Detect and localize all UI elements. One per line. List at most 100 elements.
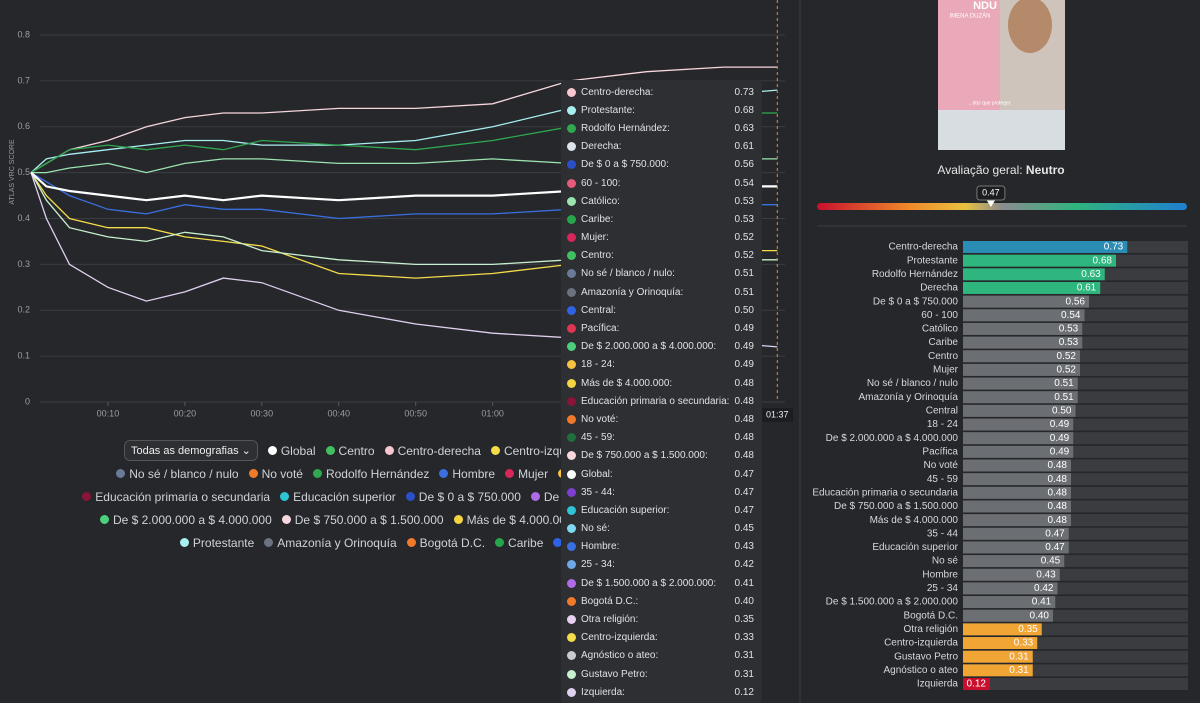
tooltip-value: 0.41	[734, 577, 754, 589]
legend-swatch	[280, 492, 290, 501]
legend-item[interactable]: No voté	[248, 467, 303, 481]
bar-value-label: 0.51	[1054, 378, 1074, 389]
legend-item[interactable]: Amazonía y Orinoquía	[264, 536, 397, 550]
tooltip-label: Otra religión:	[581, 614, 639, 626]
bar-value-label: 0.73	[1104, 242, 1124, 253]
legend-item[interactable]: De $ 2.000.000 a $ 4.000.000	[99, 513, 272, 527]
tooltip-row: Educación superior: 0.47	[561, 501, 762, 519]
legend-item[interactable]: De $ 750.000 a $ 1.500.000	[281, 512, 444, 527]
cursor-label: 01:37	[766, 409, 789, 419]
bar-category-label: Caribe	[929, 337, 959, 348]
bar	[963, 295, 1089, 308]
tooltip-value: 0.47	[734, 468, 754, 480]
legend-item[interactable]: Mujer	[505, 467, 548, 481]
bar	[963, 309, 1085, 322]
tooltip-label: Izquierda:	[581, 686, 625, 698]
tooltip-row: Central: 0.50	[561, 301, 762, 319]
gauge-bar	[817, 203, 1187, 210]
legend-item[interactable]: Global	[267, 444, 316, 458]
legend-swatch	[267, 446, 277, 455]
bar-value-label: 0.51	[1054, 392, 1074, 403]
bar-category-label: Central	[926, 406, 958, 417]
gauge-value-box	[976, 185, 1006, 201]
legend-item[interactable]: Centro	[325, 444, 375, 458]
bar-category-label: Bogotá D.C.	[904, 610, 958, 621]
tooltip-value: 0.51	[734, 286, 754, 298]
tooltip-row: De $ 750.000 a $ 1.500.000: 0.48	[561, 447, 762, 465]
tooltip-value: 0.68	[734, 104, 754, 116]
y-tick-label: 0.1	[17, 351, 30, 361]
tooltip-swatch	[567, 378, 576, 388]
bar	[963, 527, 1069, 540]
tooltip-value: 0.33	[734, 632, 754, 644]
legend-label: Caribe	[508, 535, 544, 550]
legend-item[interactable]: Protestante	[179, 536, 254, 550]
tooltip-value: 0.49	[734, 323, 754, 335]
tooltip-label: Centro-derecha:	[581, 86, 654, 98]
bar-value-label: 0.53	[1059, 337, 1079, 348]
legend-item[interactable]: Rodolfo Hernández	[312, 467, 429, 481]
legend-item[interactable]: Bogotá D.C.	[406, 536, 485, 550]
bar-category-label: No sé	[932, 556, 959, 567]
legend-item[interactable]: Centro-derecha	[384, 444, 481, 458]
legend-item[interactable]: Educación primaria o secundaria	[82, 490, 270, 504]
tooltip-value: 0.45	[734, 523, 754, 535]
y-tick-label: 0	[25, 396, 30, 406]
tooltip-label: 60 - 100:	[581, 177, 621, 189]
bar-track	[963, 678, 1188, 690]
tooltip-row: No sé: 0.45	[561, 520, 762, 538]
tooltip-swatch	[567, 669, 576, 679]
bar-category-label: De $ 0 a $ 750.000	[873, 296, 959, 307]
tooltip-label: 35 - 44:	[581, 486, 615, 498]
legend-swatch	[99, 515, 109, 524]
tooltip-label: Derecha:	[581, 141, 622, 153]
tooltip-swatch	[567, 396, 576, 406]
tooltip-value: 0.40	[734, 595, 754, 607]
legend-item[interactable]: Más de $ 4.000.000	[453, 513, 573, 527]
legend-swatch	[490, 446, 500, 455]
legend-row: No sé / blanco / nulo No voté Rodolfo Hern…	[0, 462, 785, 485]
demographic-dropdown[interactable]: Todas as demografias ⌄	[123, 440, 258, 461]
legend-label: Educación primaria o secundaria	[95, 489, 271, 504]
bar-category-label: Mujer	[933, 365, 959, 376]
legend-label: De $ 750.000 a $ 1.500.000	[294, 512, 444, 527]
bar	[963, 350, 1080, 363]
tooltip-label: Amazonía y Orinoquía:	[581, 286, 684, 298]
y-tick-label: 0.3	[17, 259, 30, 269]
tooltip-label: Protestante:	[581, 104, 635, 116]
bar-category-label: 18 - 24	[927, 419, 959, 430]
tooltip-swatch	[567, 160, 576, 170]
bar	[963, 568, 1060, 581]
thumbnail-subtitle: IMENA DUZÁN	[949, 13, 990, 20]
legend-swatch	[530, 492, 540, 501]
tooltip-row: Hombre: 0.43	[561, 538, 762, 556]
legend-item[interactable]: No sé / blanco / nulo	[116, 466, 239, 481]
bar-category-label: Educación primaria o secundaria	[812, 487, 958, 498]
bar	[963, 664, 1033, 677]
tooltip-row: Derecha: 0.61	[561, 138, 762, 156]
legend-item[interactable]: Hombre	[439, 467, 495, 481]
bar	[963, 678, 990, 690]
tooltip-label: Agnóstico o ateo:	[581, 650, 659, 662]
bar-category-label: Centro-izquierda	[884, 638, 958, 649]
tooltip-row: 60 - 100: 0.54	[561, 174, 762, 192]
legend-item[interactable]: De $ 0 a $ 750.000	[405, 490, 521, 504]
bar-value-label: 0.52	[1057, 351, 1077, 362]
tooltip-swatch	[567, 633, 576, 643]
tooltip-value: 0.42	[734, 559, 754, 571]
legend-item[interactable]: Caribe	[495, 536, 543, 550]
legend-item[interactable]: Educación superior	[280, 490, 396, 504]
overall-rating: Avaliação geral: Neutro	[800, 163, 1200, 177]
legend-swatch	[325, 446, 335, 455]
bar-value-label: 0.47	[1045, 542, 1065, 553]
tooltip-swatch	[567, 269, 576, 279]
tooltip-row: Amazonía y Orinoquía: 0.51	[561, 283, 762, 301]
tooltip-label: Más de $ 4.000.000:	[581, 377, 673, 389]
legend-label: No sé / blanco / nulo	[129, 466, 239, 481]
x-tick-label: 00:10	[97, 408, 120, 418]
gauge-marker	[985, 199, 996, 207]
bar-category-label: No voté	[924, 460, 959, 471]
tooltip-label: Gustavo Petro:	[581, 668, 648, 680]
tooltip-value: 0.48	[734, 413, 754, 425]
